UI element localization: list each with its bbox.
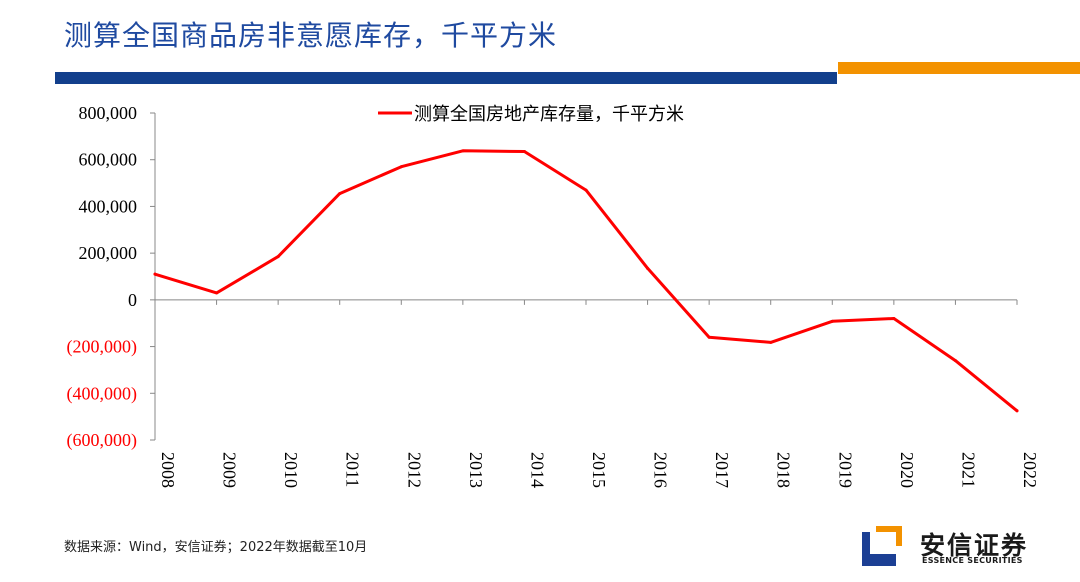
- y-tick-label: (600,000): [67, 430, 138, 451]
- x-tick-label: 2010: [281, 452, 301, 488]
- brand-name-cn: 安信证券: [920, 531, 1029, 560]
- header-bar-blue: [55, 72, 837, 84]
- x-tick-label: 2015: [589, 452, 609, 488]
- y-tick-label: 200,000: [79, 243, 138, 263]
- series-point: [215, 291, 219, 295]
- brand-block: 安信证券 ESSENCE SECURITIES: [860, 520, 1060, 570]
- series-point: [646, 266, 650, 270]
- x-tick-label: 2018: [774, 452, 794, 488]
- y-tick-label: 800,000: [79, 103, 138, 123]
- y-tick-label: 0: [128, 290, 137, 310]
- x-axis-ticks: 2008 2009 2010 2011 2012 2013 2014 2015 2016 2017…: [154, 299, 1040, 488]
- y-tick-label: (200,000): [67, 337, 138, 358]
- footer-source: 数据来源：Wind，安信证券；2022年数据截至10月: [64, 540, 368, 555]
- x-tick-label: 2011: [343, 452, 363, 487]
- series-point: [830, 319, 834, 323]
- series-point: [584, 188, 588, 192]
- series-point: [461, 149, 465, 153]
- chart-legend: 测算全国房地产库存量，千平方米: [378, 104, 684, 125]
- series-point: [892, 317, 896, 321]
- x-tick-label: 2022: [1020, 452, 1040, 488]
- brand-logo-icon: [862, 526, 902, 566]
- header-bar-orange: [838, 62, 1080, 74]
- line-chart: 800,000 600,000 400,000 200,000 0 (200,000) (4…: [67, 103, 1041, 488]
- x-tick-label: 2016: [651, 452, 671, 488]
- x-tick-label: 2019: [835, 452, 855, 488]
- series-point: [769, 340, 773, 344]
- y-tick-label: 400,000: [79, 196, 138, 216]
- x-tick-label: 2020: [897, 452, 917, 488]
- y-tick-label: 600,000: [79, 150, 138, 170]
- series-point: [399, 165, 403, 169]
- y-tick-label: (400,000): [67, 383, 138, 404]
- series-point: [153, 272, 157, 276]
- x-tick-label: 2013: [466, 452, 486, 488]
- series-point: [707, 335, 711, 339]
- x-tick-label: 2017: [712, 452, 732, 488]
- chart-axes: [154, 113, 1017, 440]
- brand-name-en: ESSENCE SECURITIES: [922, 556, 1023, 565]
- x-tick-label: 2021: [958, 452, 978, 488]
- chart-series: [153, 149, 1019, 413]
- x-tick-label: 2009: [220, 452, 240, 488]
- series-point: [1015, 409, 1019, 413]
- legend-label: 测算全国房地产库存量，千平方米: [414, 104, 684, 125]
- series-point: [953, 359, 957, 363]
- series-point: [338, 192, 342, 196]
- x-tick-label: 2008: [158, 452, 178, 488]
- x-tick-label: 2014: [527, 452, 547, 488]
- y-axis-ticks: 800,000 600,000 400,000 200,000 0 (200,000) (4…: [67, 103, 155, 451]
- series-point: [522, 150, 526, 154]
- brand-logo-orange-cut: [876, 532, 896, 546]
- page-title: 测算全国商品房非意愿库存，千平方米: [64, 19, 558, 52]
- series-point: [276, 255, 280, 259]
- x-tick-label: 2012: [404, 452, 424, 488]
